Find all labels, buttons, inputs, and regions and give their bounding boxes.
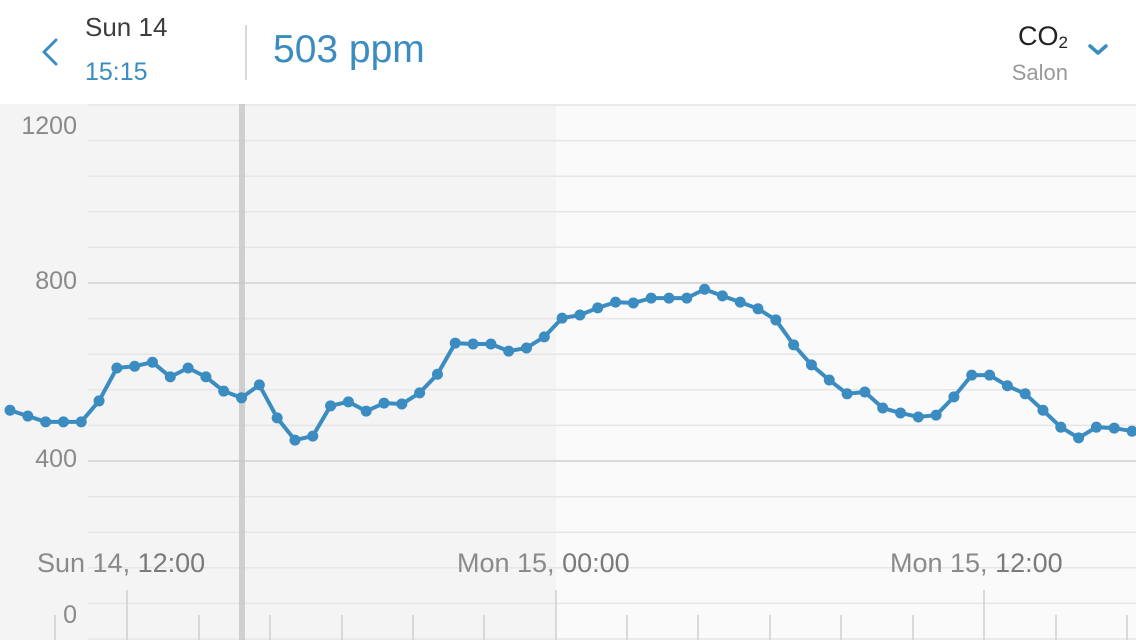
data-point xyxy=(734,296,746,308)
data-point xyxy=(1055,421,1067,433)
data-point xyxy=(984,369,996,381)
sensor-room: Salon xyxy=(1011,60,1068,85)
data-point xyxy=(182,362,194,374)
header: Sun 14 15:15 503 ppm CO2 Salon xyxy=(0,0,1136,104)
data-point xyxy=(770,314,782,326)
data-point xyxy=(538,331,550,343)
data-point xyxy=(164,371,176,383)
x-tick-sun14-1200: Sun 14, 12:00 xyxy=(37,548,205,579)
sensor-name-subscript: 2 xyxy=(1058,33,1068,52)
time-cursor xyxy=(239,104,245,640)
x-tick-hour: 12:00 xyxy=(995,548,1063,578)
selected-date: Sun 14 xyxy=(85,12,168,42)
data-point xyxy=(663,292,675,304)
data-point xyxy=(805,359,817,371)
chevron-left-icon xyxy=(42,38,58,66)
data-point xyxy=(111,362,123,374)
data-point xyxy=(414,387,426,399)
data-point xyxy=(271,412,283,424)
data-point xyxy=(699,283,711,295)
header-divider xyxy=(245,25,247,80)
data-point xyxy=(788,339,800,351)
data-point xyxy=(912,411,924,423)
data-point xyxy=(218,385,230,397)
data-point xyxy=(610,296,622,308)
data-point xyxy=(1073,432,1085,444)
back-button[interactable] xyxy=(36,34,66,70)
data-point xyxy=(467,338,479,350)
data-point xyxy=(1037,404,1049,416)
data-point xyxy=(236,392,248,404)
data-point xyxy=(556,312,568,324)
sensor-name: CO2 xyxy=(1012,20,1068,59)
data-point xyxy=(93,395,105,407)
x-tick-hour: 12:00 xyxy=(137,548,206,578)
selected-time: 15:15 xyxy=(85,58,148,86)
data-point xyxy=(40,416,52,428)
data-point xyxy=(627,297,639,309)
data-point xyxy=(1019,388,1031,400)
data-point xyxy=(289,434,301,446)
data-point xyxy=(396,398,408,410)
data-point xyxy=(1001,380,1013,392)
x-tick-hour: 00:00 xyxy=(562,548,630,578)
data-point xyxy=(823,374,835,386)
data-point xyxy=(253,379,265,391)
past-region xyxy=(0,104,556,640)
data-point xyxy=(22,410,34,422)
data-point xyxy=(681,292,693,304)
sensor-name-text: CO xyxy=(1018,21,1059,51)
selected-value: 503 ppm xyxy=(273,28,425,71)
data-point xyxy=(325,400,337,412)
chart-canvas[interactable] xyxy=(0,104,1136,640)
data-point xyxy=(841,388,853,400)
data-point xyxy=(520,342,532,354)
data-point xyxy=(342,396,354,408)
data-point xyxy=(485,338,497,350)
y-tick-0: 0 xyxy=(63,601,77,629)
x-tick-day: Sun 14, xyxy=(37,548,138,578)
data-point xyxy=(930,409,942,421)
co2-chart[interactable] xyxy=(0,104,1136,640)
x-tick-mon15-1200: Mon 15, 12:00 xyxy=(890,548,1063,579)
future-region xyxy=(556,104,1136,640)
x-tick-day: Mon 15, xyxy=(890,548,996,578)
sensor-dropdown-button[interactable] xyxy=(1086,40,1110,60)
data-point xyxy=(129,360,141,372)
data-point xyxy=(574,309,586,321)
y-tick-400: 400 xyxy=(35,445,77,473)
data-point xyxy=(1090,421,1102,433)
data-point xyxy=(431,368,443,380)
y-tick-1200: 1200 xyxy=(21,112,77,140)
sensor-selector[interactable]: CO2 Salon xyxy=(1012,20,1068,87)
y-tick-800: 800 xyxy=(35,267,77,295)
data-point xyxy=(752,303,764,315)
data-point xyxy=(859,386,871,398)
chevron-down-icon xyxy=(1088,44,1108,55)
data-point xyxy=(645,292,657,304)
data-point xyxy=(948,391,960,403)
data-point xyxy=(200,371,212,383)
data-point xyxy=(449,337,461,349)
data-point xyxy=(307,430,319,442)
data-point xyxy=(146,356,158,368)
data-point xyxy=(503,345,515,357)
co2-line xyxy=(9,287,1133,443)
data-point xyxy=(592,302,604,314)
data-point xyxy=(877,402,889,414)
data-point xyxy=(57,416,69,428)
data-point xyxy=(4,404,16,416)
x-tick-mon15-0000: Mon 15, 00:00 xyxy=(457,548,630,579)
data-point xyxy=(895,407,906,419)
x-tick-day: Mon 15, xyxy=(457,548,563,578)
data-point xyxy=(360,405,372,417)
data-point xyxy=(1108,422,1120,434)
data-point xyxy=(1126,425,1136,437)
data-point xyxy=(966,369,978,381)
data-point xyxy=(378,397,390,409)
data-point xyxy=(75,416,87,428)
data-point xyxy=(716,290,728,302)
